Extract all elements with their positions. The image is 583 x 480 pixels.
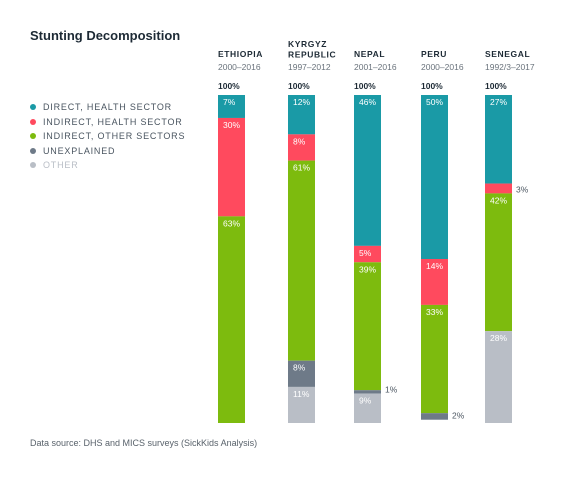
legend-swatch-other xyxy=(30,162,36,169)
value-label-ethiopia-indirect-other-sectors: 63% xyxy=(223,218,240,228)
value-label-kyrgyz-republic-unexplained: 8% xyxy=(293,363,306,373)
bar-segment-senegal-indirect-other-sectors xyxy=(485,193,512,332)
bar-segment-peru-direct-health-sector xyxy=(421,95,448,259)
bar-segment-kyrgyz-republic-unexplained xyxy=(288,360,315,387)
legend-label-other: OTHER xyxy=(43,160,79,171)
value-label-senegal-indirect-other-sectors: 42% xyxy=(490,195,507,205)
value-label-kyrgyz-republic-indirect-health-sector: 8% xyxy=(293,136,306,146)
bar-segment-peru-indirect-other-sectors xyxy=(421,304,448,414)
value-label-kyrgyz-republic-direct-health-sector: 12% xyxy=(293,97,310,107)
category-label-kyrgyz-republic-line1: KYRGYZ xyxy=(288,39,327,49)
value-label-kyrgyz-republic-indirect-other-sectors: 61% xyxy=(293,163,310,173)
total-label-nepal: 100% xyxy=(354,81,376,91)
bar-segment-kyrgyz-republic-indirect-health-sector xyxy=(288,134,315,161)
legend-item-unexplained: UNEXPLAINED xyxy=(30,144,185,159)
legend-label-indirect-health: INDIRECT, HEALTH SECTOR xyxy=(43,116,183,127)
bar-segment-nepal-other xyxy=(354,393,381,423)
total-label-kyrgyz-republic: 100% xyxy=(288,81,310,91)
category-label-senegal: SENEGAL xyxy=(485,49,530,59)
total-label-senegal: 100% xyxy=(485,81,507,91)
total-label-peru: 100% xyxy=(421,81,443,91)
legend-label-indirect-other: INDIRECT, OTHER SECTORS xyxy=(43,131,186,142)
legend-label-direct-health: DIRECT, HEALTH SECTOR xyxy=(43,102,172,113)
bar-segment-peru-indirect-health-sector xyxy=(421,259,448,305)
legend-swatch-indirect-other xyxy=(30,133,36,140)
bar-segment-senegal-direct-health-sector xyxy=(485,95,512,184)
bar-segment-kyrgyz-republic-direct-health-sector xyxy=(288,95,315,135)
category-label-nepal: NEPAL xyxy=(354,49,385,59)
value-label-senegal-other: 28% xyxy=(490,333,507,343)
value-label-nepal-direct-health-sector: 46% xyxy=(359,97,376,107)
value-label-kyrgyz-republic-other: 11% xyxy=(293,389,310,399)
bar-segment-nepal-unexplained xyxy=(354,390,381,394)
legend-swatch-unexplained xyxy=(30,147,36,154)
legend-swatch-direct-health xyxy=(30,104,36,111)
value-label-ethiopia-indirect-health-sector: 30% xyxy=(223,120,240,130)
bar-segment-nepal-indirect-other-sectors xyxy=(354,262,381,391)
value-label-nepal-unexplained: 1% xyxy=(385,384,398,394)
legend: DIRECT, HEALTH SECTOR INDIRECT, HEALTH S… xyxy=(30,100,185,173)
value-label-peru-indirect-other-sectors: 33% xyxy=(426,307,443,317)
category-period-nepal: 2001–2016 xyxy=(354,62,397,72)
value-label-peru-direct-health-sector: 50% xyxy=(426,97,443,107)
category-period-ethiopia: 2000–2016 xyxy=(218,62,261,72)
legend-item-indirect-health: INDIRECT, HEALTH SECTOR xyxy=(30,115,185,130)
total-label-ethiopia: 100% xyxy=(218,81,240,91)
bar-segment-peru-unexplained xyxy=(421,413,448,420)
bar-segment-nepal-direct-health-sector xyxy=(354,95,381,246)
bar-segment-ethiopia-direct-health-sector xyxy=(218,95,245,118)
value-label-nepal-indirect-health-sector: 5% xyxy=(359,248,372,258)
category-label-peru: PERU xyxy=(421,49,447,59)
bar-segment-kyrgyz-republic-indirect-other-sectors xyxy=(288,160,315,361)
value-label-ethiopia-direct-health-sector: 7% xyxy=(223,97,236,107)
value-label-senegal-direct-health-sector: 27% xyxy=(490,97,507,107)
value-label-nepal-indirect-other-sectors: 39% xyxy=(359,264,376,274)
bar-segment-senegal-other xyxy=(485,331,512,423)
bar-segment-nepal-indirect-health-sector xyxy=(354,245,381,263)
category-period-kyrgyz-republic: 1997–2012 xyxy=(288,62,331,72)
legend-swatch-indirect-health xyxy=(30,118,36,125)
value-label-peru-unexplained: 2% xyxy=(452,411,465,421)
chart-title: Stunting Decomposition xyxy=(30,28,181,43)
legend-item-direct-health: DIRECT, HEALTH SECTOR xyxy=(30,100,185,115)
bar-segment-kyrgyz-republic-other xyxy=(288,386,315,423)
data-source-note: Data source: DHS and MICS surveys (SickK… xyxy=(30,438,258,448)
category-period-peru: 2000–2016 xyxy=(421,62,464,72)
bar-segment-ethiopia-indirect-health-sector xyxy=(218,117,245,217)
legend-item-indirect-other: INDIRECT, OTHER SECTORS xyxy=(30,129,185,144)
category-label-kyrgyz-republic-line2: REPUBLIC xyxy=(288,50,336,60)
value-label-peru-indirect-health-sector: 14% xyxy=(426,261,443,271)
legend-item-other: OTHER xyxy=(30,158,185,173)
legend-label-unexplained: UNEXPLAINED xyxy=(43,145,116,156)
bar-segment-ethiopia-indirect-other-sectors xyxy=(218,216,245,423)
value-label-senegal-indirect-health-sector: 3% xyxy=(516,184,529,194)
category-period-senegal: 1992/3–2017 xyxy=(485,62,535,72)
bar-segment-senegal-indirect-health-sector xyxy=(485,183,512,194)
value-label-nepal-other: 9% xyxy=(359,395,372,405)
category-label-ethiopia: ETHIOPIA xyxy=(218,49,263,59)
